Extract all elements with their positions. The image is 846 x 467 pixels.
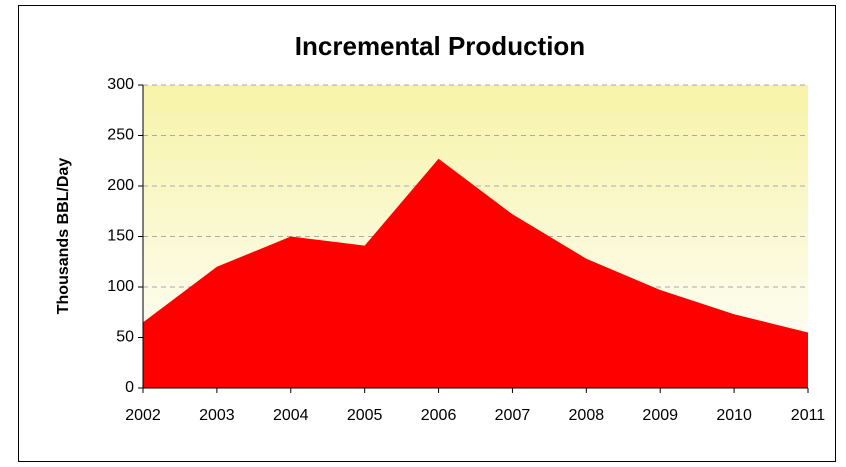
x-tick-label: 2006 bbox=[421, 407, 457, 424]
y-tick-label: 50 bbox=[116, 329, 134, 346]
x-tick-label: 2010 bbox=[716, 407, 752, 424]
y-tick-label: 250 bbox=[107, 127, 134, 144]
y-tick-label: 200 bbox=[107, 177, 134, 194]
x-tick-label: 2008 bbox=[569, 407, 605, 424]
x-tick-label: 2002 bbox=[125, 407, 161, 424]
y-tick-label: 150 bbox=[107, 228, 134, 245]
y-tick-label: 100 bbox=[107, 278, 134, 295]
chart-title: Incremental Production bbox=[295, 31, 585, 61]
x-tick-label: 2003 bbox=[199, 407, 235, 424]
y-tick-label: 300 bbox=[107, 76, 134, 93]
x-tick-label: 2005 bbox=[347, 407, 383, 424]
y-axis-label: Thousands BBL/Day bbox=[55, 158, 72, 315]
x-tick-label: 2007 bbox=[495, 407, 531, 424]
area bbox=[143, 158, 808, 388]
x-tick-label: 2004 bbox=[273, 407, 309, 424]
y-tick-label: 0 bbox=[125, 379, 134, 396]
x-tick-label: 2009 bbox=[642, 407, 678, 424]
x-tick-label: 2011 bbox=[791, 407, 826, 424]
